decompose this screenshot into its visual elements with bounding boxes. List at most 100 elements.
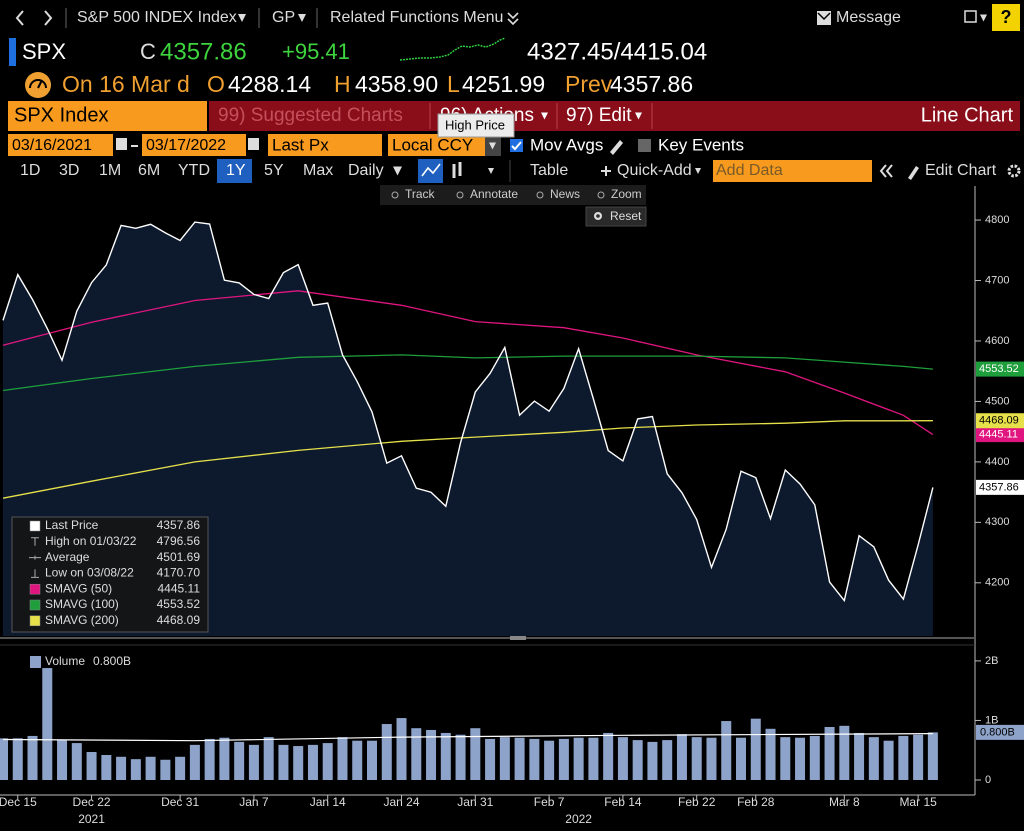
period-button[interactable]: 5Y (264, 162, 284, 179)
volume-bar (588, 737, 599, 780)
dropdown-arrow[interactable] (980, 14, 987, 22)
tool-icon (597, 191, 605, 199)
volume-bar (337, 737, 348, 780)
field[interactable]: Last Px (272, 135, 329, 154)
currency-select[interactable] (388, 134, 485, 156)
volume-bar (927, 732, 938, 780)
chart-tool[interactable]: Zoom (611, 187, 642, 201)
bid-ask: 4327.45/4415.04 (527, 38, 707, 65)
add-data-placeholder[interactable]: Add Data (716, 162, 783, 179)
legend-value: 4445.11 (158, 581, 201, 595)
collapse-icon[interactable] (879, 164, 893, 178)
volume-bar (676, 734, 687, 780)
legend-symbol (29, 555, 41, 560)
pencil-icon[interactable] (610, 140, 623, 155)
candle-icon[interactable] (452, 162, 462, 178)
forward-arrow[interactable] (44, 10, 53, 26)
chart-tool[interactable]: Track (405, 187, 436, 201)
legend-symbol (31, 569, 39, 578)
suggested-charts[interactable]: 99) Suggested Charts (218, 105, 403, 126)
dropdown-arrow[interactable] (541, 112, 548, 120)
x-year-label: 2021 (78, 812, 105, 826)
checkbox[interactable] (638, 139, 651, 152)
volume-bar (42, 668, 53, 780)
option-label[interactable]: Key Events (658, 135, 744, 154)
volume-bar (470, 728, 481, 780)
volume-bar (795, 737, 806, 780)
start-date-field[interactable] (8, 134, 113, 156)
function-menu[interactable]: GP (272, 9, 295, 26)
reset-button[interactable] (585, 206, 647, 227)
dropdown-arrow[interactable] (393, 166, 402, 176)
field-select[interactable] (268, 134, 382, 156)
dropdown-arrow[interactable] (635, 112, 642, 120)
period-button[interactable]: 1Y (226, 162, 246, 179)
message-button[interactable]: Message (836, 9, 901, 26)
start-date[interactable]: 03/16/2021 (12, 137, 92, 154)
volume-bar (12, 738, 23, 780)
legend-value: 4501.69 (157, 550, 201, 564)
tool-icon (456, 191, 464, 199)
period-button[interactable]: YTD (178, 162, 210, 179)
chart-tool[interactable]: Annotate (470, 187, 518, 201)
legend-swatch (29, 599, 41, 611)
security-menu[interactable]: S&P 500 INDEX Index (77, 9, 237, 26)
dropdown-arrow[interactable] (238, 14, 246, 22)
related-functions-menu[interactable]: Related Functions Menu (330, 9, 503, 26)
end-date[interactable]: 03/17/2022 (146, 137, 226, 154)
tooltip (437, 113, 515, 138)
dropdown-arrow[interactable] (489, 142, 496, 150)
period-button[interactable]: 3D (59, 162, 79, 179)
period-button[interactable]: 1M (99, 162, 121, 179)
dropdown-arrow[interactable] (298, 14, 306, 22)
dropdown-arrow[interactable] (488, 168, 494, 174)
volume-bar (86, 752, 97, 780)
period-button[interactable]: Max (303, 162, 333, 179)
currency[interactable]: Local CCY (392, 135, 473, 154)
volume-bar (426, 729, 437, 780)
period-button[interactable]: 1D (20, 162, 40, 179)
price-tag-label: 4553.52 (979, 363, 1019, 375)
volume-bar (0, 738, 8, 780)
edit-chart-button[interactable]: Edit Chart (925, 162, 997, 179)
period-button[interactable]: 6M (138, 162, 160, 179)
volume-bar (293, 746, 304, 780)
ohlc-value: 4357.86 (610, 71, 693, 97)
add-data-field[interactable] (713, 160, 872, 182)
end-date-field[interactable] (142, 134, 246, 156)
y-tick-label: 4700 (985, 274, 1009, 286)
volume-bar (632, 740, 643, 780)
table-button[interactable]: Table (530, 162, 568, 179)
legend-name: Average (45, 550, 90, 564)
legend-swatch (30, 656, 41, 668)
back-arrow[interactable] (15, 10, 24, 26)
security-input[interactable]: SPX Index (14, 104, 109, 126)
price-tag-label: 4445.11 (979, 429, 1018, 441)
volume-bar (307, 744, 318, 780)
window-icon[interactable] (964, 10, 977, 23)
help-label[interactable]: ? (1001, 7, 1012, 27)
chart-tool[interactable]: News (550, 187, 580, 201)
volume-bar (573, 737, 584, 780)
calendar-icon[interactable] (248, 138, 259, 150)
quick-add-button[interactable]: Quick-Add (617, 162, 692, 179)
reset-label[interactable]: Reset (610, 209, 642, 223)
security-box[interactable] (8, 101, 207, 131)
frequency-menu[interactable]: Daily (348, 162, 384, 179)
moving-average-line (2, 354, 933, 392)
x-tick-label: Feb 14 (604, 795, 642, 809)
edit-menu[interactable]: 97) Edit (566, 105, 632, 126)
divider-handle[interactable] (510, 636, 526, 640)
intraday-sparkline (399, 37, 506, 61)
legend-name: High on 01/03/22 (45, 534, 137, 548)
volume-bar (175, 756, 186, 780)
calendar-icon[interactable] (116, 138, 127, 150)
option-label[interactable]: Mov Avgs (530, 135, 603, 154)
moving-average-line (2, 290, 934, 436)
checkbox[interactable] (510, 139, 523, 152)
help-button[interactable] (992, 4, 1020, 31)
volume-bar (189, 744, 200, 780)
dropdown-arrow[interactable] (695, 168, 701, 174)
gear-icon[interactable] (1007, 164, 1021, 178)
